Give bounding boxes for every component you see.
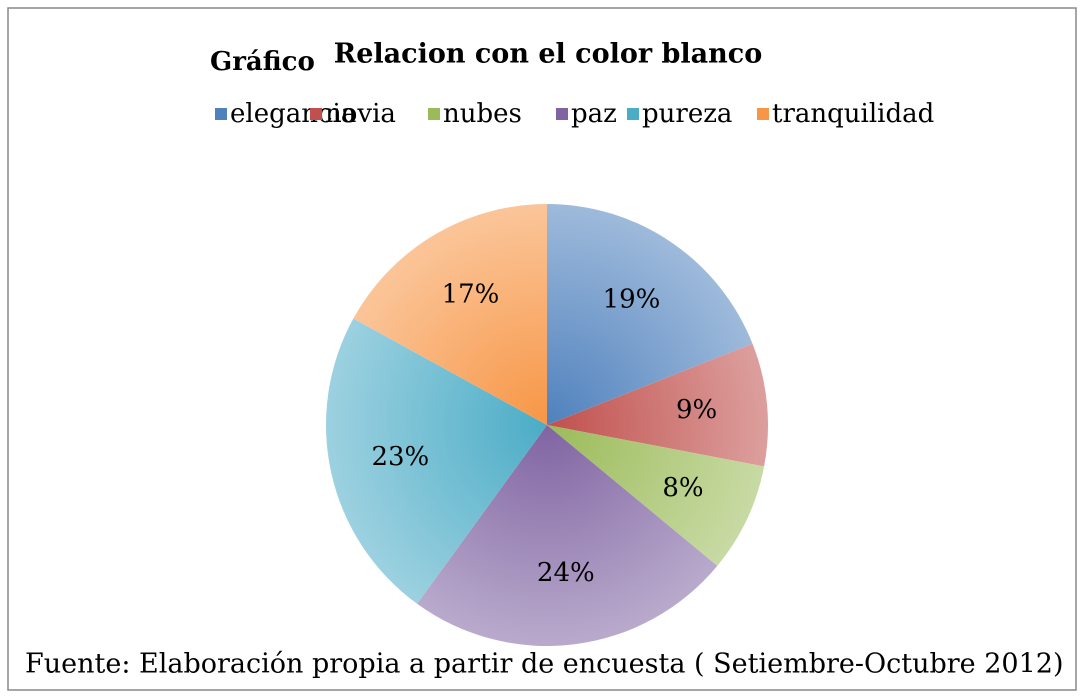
pie-slice <box>547 343 769 467</box>
data-label: 17% <box>442 280 500 310</box>
legend-label: nubes <box>443 99 522 129</box>
pie-slice <box>547 204 753 425</box>
data-label: 8% <box>662 473 703 503</box>
legend-swatch <box>215 108 227 120</box>
legend-label: novia <box>325 99 396 129</box>
pie-slice <box>417 425 718 647</box>
data-label: 24% <box>537 558 595 588</box>
pie-slice <box>325 318 547 604</box>
legend-label: pureza <box>642 99 732 129</box>
data-label: 23% <box>371 442 429 472</box>
data-label: 19% <box>603 285 661 315</box>
legend-swatch <box>757 108 769 120</box>
legend-swatch <box>556 108 568 120</box>
legend-label: paz <box>571 99 617 129</box>
legend-label: tranquilidad <box>772 99 934 129</box>
annotation: Gráfico <box>210 47 315 77</box>
chart-title: Relacion con el color blanco <box>334 39 762 70</box>
legend-swatch <box>310 108 322 120</box>
pie-slice <box>547 425 765 566</box>
pie-slice <box>353 204 547 425</box>
source-note: Fuente: Elaboración propia a partir de e… <box>25 649 1064 680</box>
legend-label: elegancia <box>230 99 356 129</box>
legend-swatch <box>627 108 639 120</box>
legend-swatch <box>428 108 440 120</box>
data-label: 9% <box>676 395 717 425</box>
